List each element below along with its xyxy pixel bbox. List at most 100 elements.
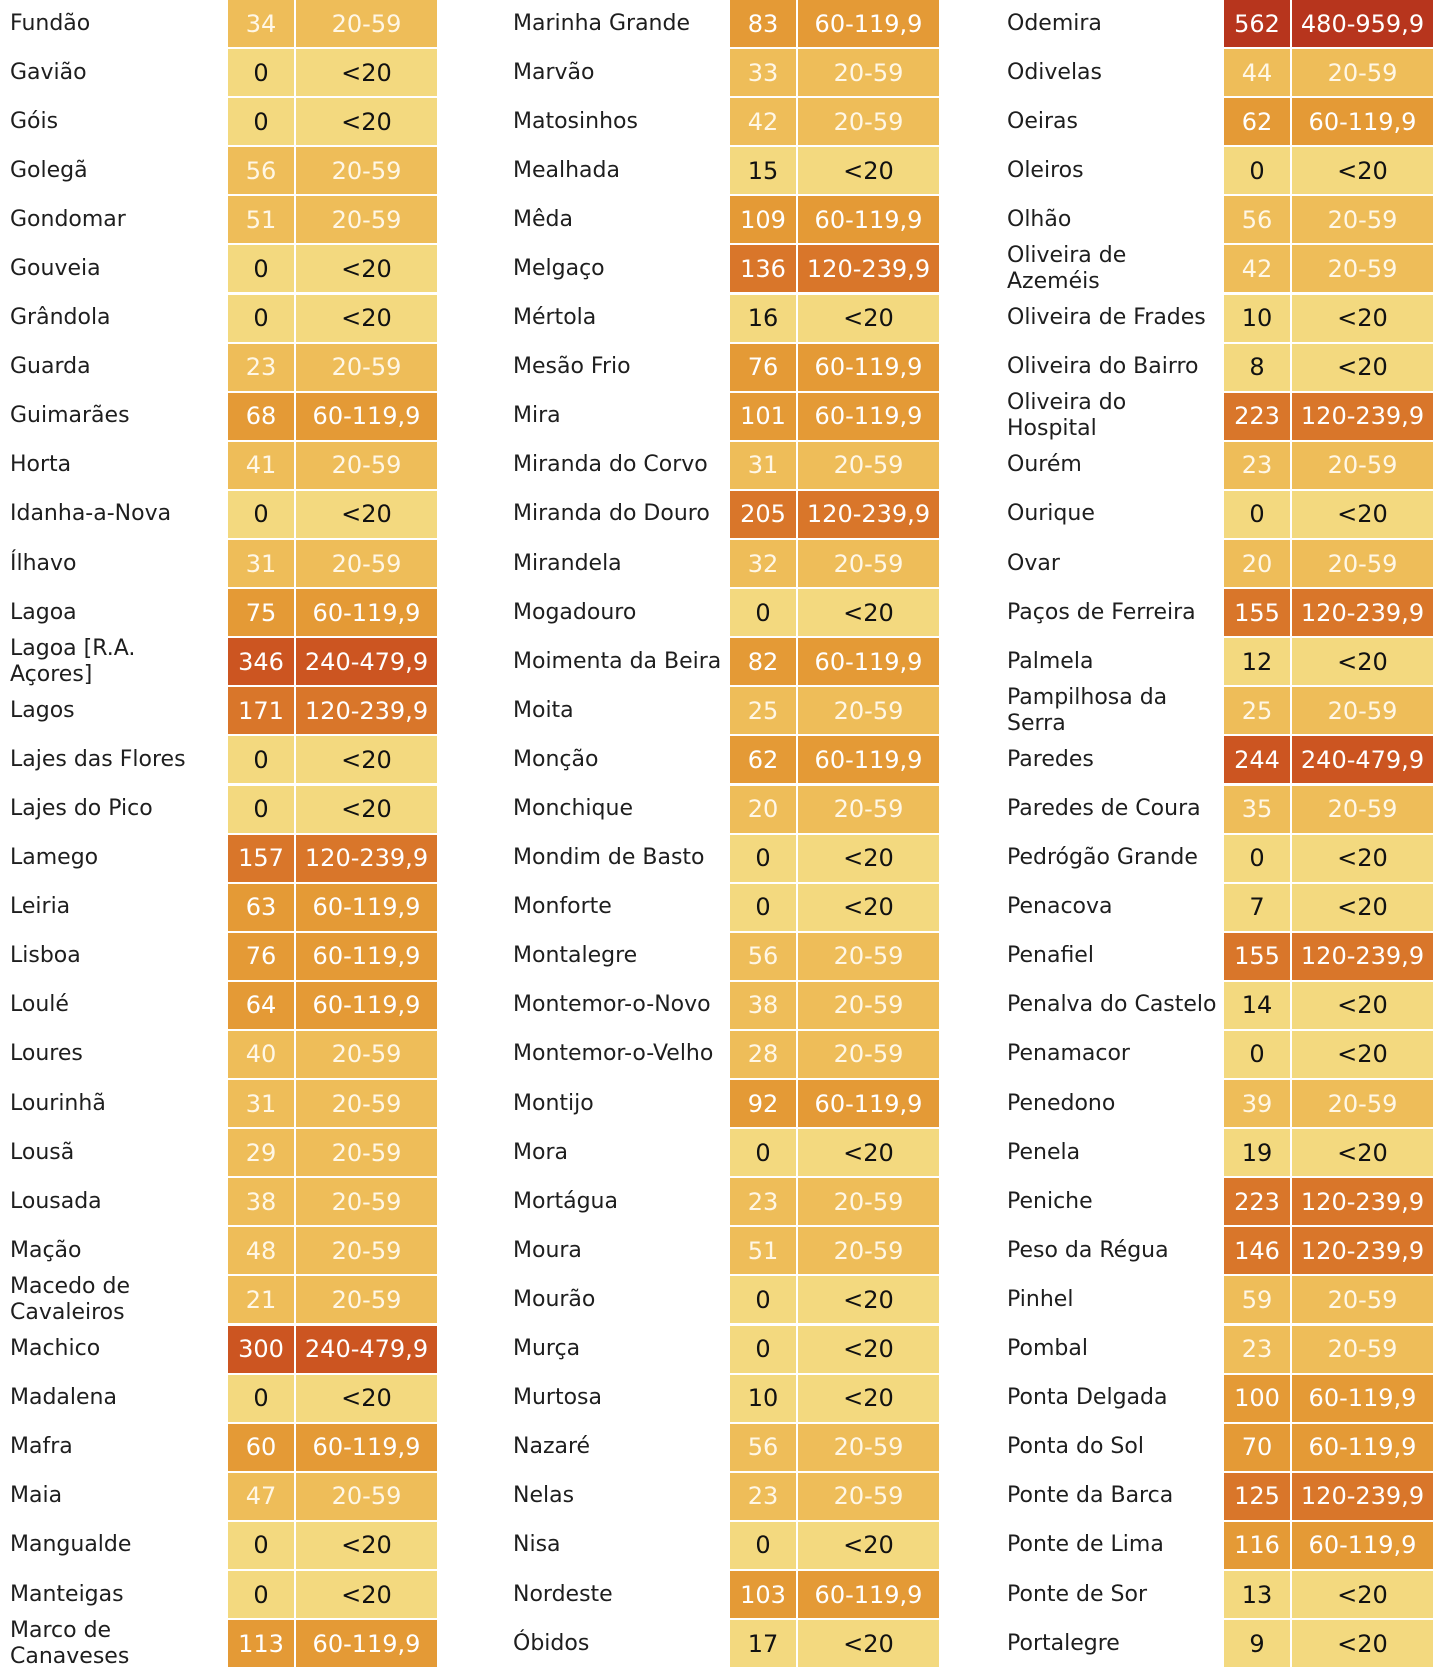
municipality-name: Góis bbox=[10, 108, 59, 134]
incidence-range: <20 bbox=[798, 1521, 939, 1569]
incidence-range: 60-119,9 bbox=[296, 1423, 437, 1471]
incidence-range: 20-59 bbox=[1292, 1276, 1433, 1324]
municipality-name: Paredes de Coura bbox=[1007, 796, 1201, 821]
municipality-name: Ílhavo bbox=[10, 550, 77, 576]
table-row: Marco de Canaveses 113 60-119,9 bbox=[0, 1618, 437, 1669]
incidence-range: <20 bbox=[296, 785, 437, 833]
incidence-range: 120-239,9 bbox=[798, 245, 939, 293]
table-row: Oleiros 0 <20 bbox=[997, 147, 1433, 196]
incidence-range: <20 bbox=[296, 490, 437, 538]
municipality-name: Loures bbox=[10, 1041, 83, 1067]
municipality-name: Penedono bbox=[1007, 1090, 1116, 1116]
table-row: Madalena 0 <20 bbox=[0, 1374, 437, 1424]
table-row: Odemira 562 480-959,9 bbox=[997, 0, 1433, 49]
case-count: 0 bbox=[228, 294, 294, 342]
municipality-name: Mora bbox=[513, 1139, 568, 1165]
incidence-range: 20-59 bbox=[1292, 441, 1433, 489]
incidence-range: 240-479,9 bbox=[296, 638, 437, 686]
municipality-name: Melgaço bbox=[513, 255, 605, 281]
case-count: 23 bbox=[1224, 441, 1290, 489]
incidence-range: 20-59 bbox=[798, 981, 939, 1029]
incidence-range: 20-59 bbox=[798, 1472, 939, 1520]
table-row: Gouveia 0 <20 bbox=[0, 245, 437, 294]
municipality-name: Mortágua bbox=[513, 1188, 618, 1214]
incidence-range: 20-59 bbox=[296, 1030, 437, 1078]
incidence-range: <20 bbox=[296, 49, 437, 97]
case-count: 20 bbox=[730, 785, 796, 833]
incidence-range: <20 bbox=[798, 834, 939, 882]
table-row: Grândola 0 <20 bbox=[0, 294, 437, 344]
table-row: Nordeste 103 60-119,9 bbox=[503, 1571, 939, 1620]
table-row: Ponta do Sol 70 60-119,9 bbox=[997, 1423, 1433, 1473]
municipality-name: Palmela bbox=[1007, 648, 1094, 674]
case-count: 48 bbox=[228, 1227, 294, 1275]
incidence-range: <20 bbox=[296, 1571, 437, 1618]
municipality-name: Loulé bbox=[10, 992, 69, 1018]
table-row: Oliveira do Bairro 8 <20 bbox=[997, 343, 1433, 393]
case-count: 16 bbox=[730, 294, 796, 342]
incidence-range: <20 bbox=[798, 1620, 939, 1668]
table-row: Idanha-a-Nova 0 <20 bbox=[0, 490, 437, 540]
municipality-name: Mondim de Basto bbox=[513, 845, 705, 871]
table-row: Guimarães 68 60-119,9 bbox=[0, 392, 437, 442]
case-count: 32 bbox=[730, 540, 796, 588]
municipality-name: Nelas bbox=[513, 1483, 575, 1509]
municipality-name: Ourique bbox=[1007, 501, 1095, 527]
case-count: 0 bbox=[228, 245, 294, 293]
municipality-name: Ourém bbox=[1007, 452, 1082, 478]
table-row: Ourém 23 20-59 bbox=[997, 441, 1433, 491]
municipality-name: Mesão Frio bbox=[513, 354, 631, 380]
table-row: Guarda 23 20-59 bbox=[0, 343, 437, 393]
table-row: Pedrógão Grande 0 <20 bbox=[997, 834, 1433, 884]
table-row: Moura 51 20-59 bbox=[503, 1227, 939, 1276]
incidence-range: 20-59 bbox=[1292, 196, 1433, 244]
municipality-name: Montalegre bbox=[513, 943, 638, 969]
incidence-range: <20 bbox=[1292, 343, 1433, 391]
table-row: Portalegre 9 <20 bbox=[997, 1620, 1433, 1669]
municipality-name: Machico bbox=[10, 1336, 101, 1362]
incidence-range: 20-59 bbox=[798, 932, 939, 980]
municipality-name: Lousada bbox=[10, 1188, 102, 1214]
case-count: 25 bbox=[730, 687, 796, 735]
case-count: 23 bbox=[730, 1178, 796, 1226]
case-count: 10 bbox=[730, 1374, 796, 1422]
municipality-name: Olhão bbox=[1007, 206, 1072, 232]
table-row: Lagos 171 120-239,9 bbox=[0, 687, 437, 736]
table-row: Pinhel 59 20-59 bbox=[997, 1276, 1433, 1325]
table-row: Mealhada 15 <20 bbox=[503, 147, 939, 196]
municipality-name: Ponte de Sor bbox=[1007, 1581, 1148, 1607]
incidence-range: 20-59 bbox=[798, 540, 939, 588]
incidence-range: <20 bbox=[798, 1325, 939, 1373]
table-row: Olhão 56 20-59 bbox=[997, 196, 1433, 245]
table-row: Peniche 223 120-239,9 bbox=[997, 1178, 1433, 1227]
incidence-range: 60-119,9 bbox=[798, 638, 939, 686]
case-count: 21 bbox=[228, 1276, 294, 1324]
municipality-name: Monchique bbox=[513, 796, 633, 821]
incidence-range: 20-59 bbox=[798, 441, 939, 489]
table-row: Penela 19 <20 bbox=[997, 1129, 1433, 1178]
table-row: Oeiras 62 60-119,9 bbox=[997, 98, 1433, 147]
case-count: 51 bbox=[228, 196, 294, 244]
incidence-range: 60-119,9 bbox=[296, 883, 437, 931]
case-count: 0 bbox=[228, 736, 294, 784]
incidence-range: <20 bbox=[1292, 1129, 1433, 1177]
table-row: Oliveira de Azeméis 42 20-59 bbox=[997, 243, 1433, 294]
case-count: 68 bbox=[228, 392, 294, 440]
case-count: 101 bbox=[730, 392, 796, 440]
case-count: 31 bbox=[228, 1080, 294, 1128]
table-row: Lousada 38 20-59 bbox=[0, 1178, 437, 1227]
municipality-name: Nordeste bbox=[513, 1581, 613, 1607]
table-row: Horta 41 20-59 bbox=[0, 441, 437, 491]
table-row: Matosinhos 42 20-59 bbox=[503, 98, 939, 147]
case-count: 0 bbox=[1224, 834, 1290, 882]
incidence-range: 20-59 bbox=[798, 98, 939, 146]
incidence-range: 20-59 bbox=[798, 1423, 939, 1471]
incidence-range: 60-119,9 bbox=[798, 736, 939, 784]
table-row: Montemor-o-Velho 28 20-59 bbox=[503, 1030, 939, 1080]
table-row: Lamego 157 120-239,9 bbox=[0, 834, 437, 884]
table-column: Fundão 34 20-59 Gavião 0 <20 Góis 0 <20 Golegã 56 2… bbox=[0, 0, 437, 1669]
incidence-range: 20-59 bbox=[798, 1178, 939, 1226]
table-row: Odivelas 44 20-59 bbox=[997, 49, 1433, 98]
incidence-range: <20 bbox=[1292, 834, 1433, 882]
case-count: 14 bbox=[1224, 981, 1290, 1029]
